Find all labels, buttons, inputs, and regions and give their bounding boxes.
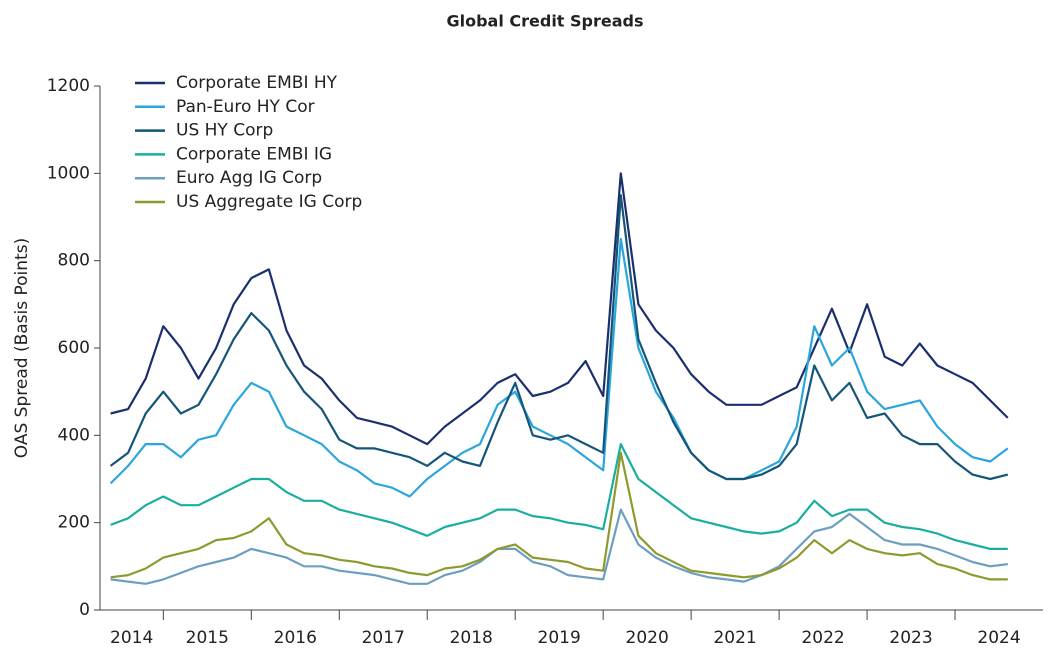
y-tick-label: 1000: [47, 163, 90, 183]
legend-label: Corporate EMBI HY: [176, 73, 338, 93]
series-line: [110, 172, 1009, 446]
series-line: [110, 443, 1008, 550]
y-axis-label: OAS Spread (Basis Points): [12, 238, 32, 458]
series-line: [109, 194, 1009, 481]
series-line: [110, 508, 1008, 585]
legend-label: Pan-Euro HY Cor: [176, 97, 315, 117]
x-tick-label: 2016: [274, 628, 317, 648]
y-tick-label: 600: [58, 338, 90, 358]
series-line: [109, 237, 1009, 498]
legend-label: US Aggregate IG Corp: [176, 192, 362, 212]
y-tick-label: 800: [58, 251, 90, 271]
legend-label: Euro Agg IG Corp: [176, 168, 322, 188]
x-tick-label: 2020: [626, 628, 669, 648]
x-tick-label: 2017: [362, 628, 405, 648]
y-tick-label: 1200: [47, 76, 90, 96]
y-tick-label: 400: [58, 425, 90, 445]
x-tick-label: 2022: [801, 628, 844, 648]
series-line: [110, 451, 1008, 581]
x-tick-label: 2018: [450, 628, 493, 648]
chart-title: Global Credit Spreads: [446, 12, 643, 31]
x-tick-label: 2015: [186, 628, 229, 648]
y-tick-label: 200: [58, 513, 90, 533]
x-tick-label: 2024: [977, 628, 1020, 648]
x-tick-label: 2014: [110, 628, 153, 648]
x-tick-label: 2023: [889, 628, 932, 648]
legend-label: Corporate EMBI IG: [176, 144, 332, 164]
x-tick-label: 2019: [538, 628, 581, 648]
legend-label: US HY Corp: [176, 121, 273, 141]
y-tick-label: 0: [79, 600, 90, 620]
x-tick-label: 2021: [713, 628, 756, 648]
